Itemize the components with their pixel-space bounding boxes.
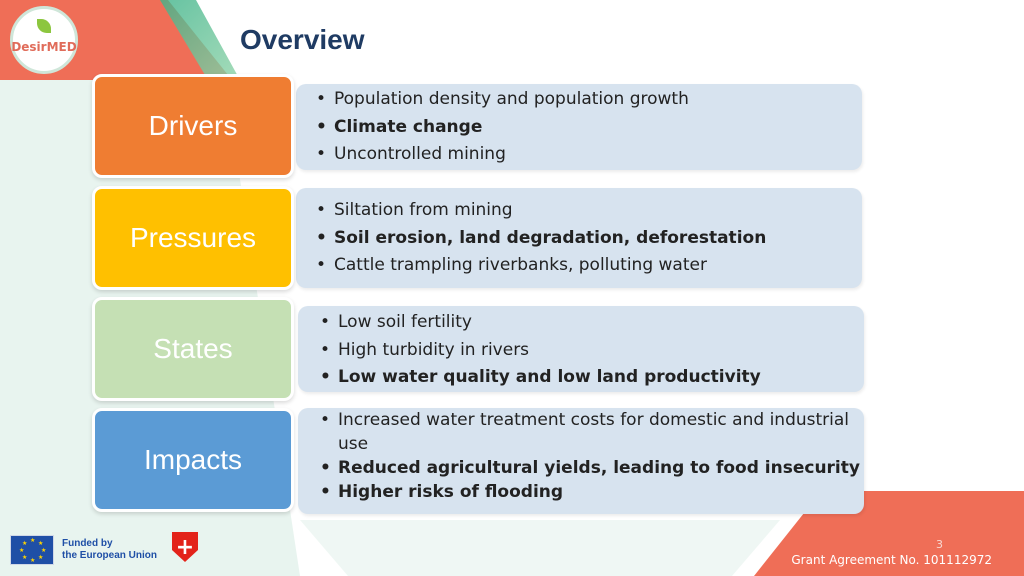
impacts-label-box: Impacts: [92, 408, 294, 512]
leaf-icon: [37, 19, 51, 33]
states-label: States: [153, 333, 233, 364]
list-item: Siltation from mining: [316, 197, 856, 225]
page-title: Overview: [240, 24, 365, 55]
drivers-label-box: Drivers: [92, 74, 294, 178]
impacts-list: Increased water treatment costs for dome…: [320, 408, 860, 504]
list-item: Climate change: [316, 114, 856, 142]
states-label-box: States: [92, 297, 294, 401]
eu-funding-line1: Funded by: [62, 538, 113, 549]
eu-funding-line2: the European Union: [62, 550, 157, 561]
eu-funding-text: Funded by the European Union: [62, 538, 157, 562]
list-item: High turbidity in rivers: [320, 337, 860, 365]
eu-flag-icon: ★ ★ ★ ★ ★ ★ ★ ★: [10, 535, 54, 565]
list-item: Low water quality and low land productiv…: [320, 364, 860, 392]
page-number: 3: [936, 538, 943, 551]
list-item: Cattle trampling riverbanks, polluting w…: [316, 252, 856, 280]
list-item: Higher risks of flooding: [320, 480, 860, 504]
drivers-list: Population density and population growth…: [316, 86, 856, 169]
pressures-list: Siltation from miningSoil erosion, land …: [316, 197, 856, 280]
impacts-label: Impacts: [143, 444, 243, 475]
grant-agreement-text: Grant Agreement No. 101112972: [791, 553, 992, 567]
desirmed-logo: DesirMED: [10, 6, 78, 74]
pressures-label-box: Pressures: [92, 186, 294, 290]
eu-funding-badge: ★ ★ ★ ★ ★ ★ ★ ★ Funded by the European U…: [10, 535, 157, 565]
list-item: Population density and population growth: [316, 86, 856, 114]
list-item: Reduced agricultural yields, leading to …: [320, 456, 860, 480]
logo-text: DesirMED: [11, 40, 77, 54]
list-item: Low soil fertility: [320, 309, 860, 337]
states-list: Low soil fertilityHigh turbidity in rive…: [320, 309, 860, 392]
drivers-label: Drivers: [148, 110, 238, 141]
list-item: Uncontrolled mining: [316, 141, 856, 169]
pressures-label: Pressures: [129, 222, 257, 253]
list-item: Increased water treatment costs for dome…: [320, 408, 860, 456]
decorative-shape-bottom: [300, 520, 780, 576]
list-item: Soil erosion, land degradation, deforest…: [316, 225, 856, 253]
